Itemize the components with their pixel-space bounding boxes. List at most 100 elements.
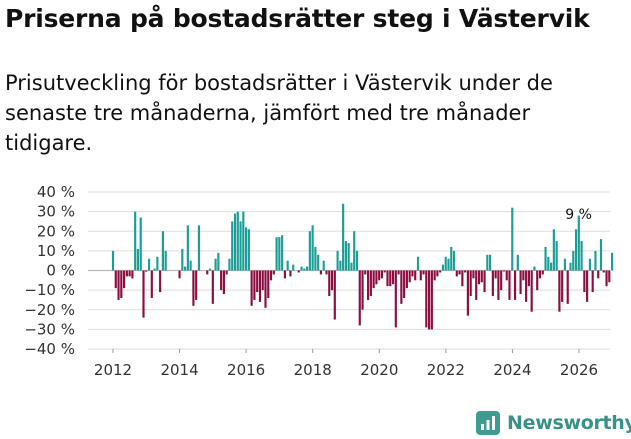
bar xyxy=(367,270,370,300)
bar xyxy=(195,270,198,300)
y-tick-label: 0 % xyxy=(46,262,75,280)
bar xyxy=(436,270,439,277)
bar xyxy=(522,270,525,281)
bar xyxy=(452,250,456,271)
bar xyxy=(142,270,145,318)
bar xyxy=(486,254,489,271)
bar xyxy=(372,270,375,289)
bar xyxy=(355,250,359,271)
bar xyxy=(350,262,353,271)
bar xyxy=(461,270,464,287)
bar xyxy=(544,246,547,271)
bar xyxy=(342,203,345,271)
bar xyxy=(245,227,248,271)
bar xyxy=(181,248,184,271)
y-tick-label: −10 % xyxy=(24,281,75,299)
bar xyxy=(208,268,212,271)
bar xyxy=(369,270,372,297)
brand-name: Newsworthy xyxy=(507,412,631,434)
bar xyxy=(358,270,361,326)
bar xyxy=(386,270,389,287)
bar xyxy=(464,270,467,273)
bar xyxy=(211,270,214,304)
bar xyxy=(120,270,123,298)
bar xyxy=(597,270,600,279)
bar xyxy=(489,254,492,271)
bar xyxy=(441,264,445,271)
bar xyxy=(550,262,553,271)
bar xyxy=(574,229,578,271)
bar xyxy=(114,270,117,289)
bar xyxy=(552,229,555,271)
y-tick-label: 40 % xyxy=(37,183,75,201)
bar xyxy=(156,256,159,271)
bar xyxy=(586,270,589,302)
bar xyxy=(117,270,120,300)
bar xyxy=(405,270,408,289)
bar xyxy=(422,270,425,275)
bar-series xyxy=(111,203,614,330)
brand-logo[interactable]: Newsworthy xyxy=(476,408,631,438)
bar xyxy=(605,270,608,287)
bar xyxy=(364,270,367,275)
bar xyxy=(580,241,583,271)
bar xyxy=(314,246,317,271)
bar xyxy=(339,260,342,271)
bar xyxy=(538,270,542,279)
bar xyxy=(139,217,142,271)
bar xyxy=(250,270,253,306)
bar xyxy=(184,266,187,271)
bar xyxy=(408,270,411,283)
bar xyxy=(588,258,591,271)
bar xyxy=(336,250,339,271)
bar xyxy=(480,270,483,283)
bar xyxy=(361,270,364,310)
x-axis-labels: 2012 2014 2016 2018 2020 2022 2024 2026 xyxy=(94,349,598,379)
y-tick-label: 20 % xyxy=(37,222,75,240)
x-tick-label: 2012 xyxy=(94,361,132,379)
bar xyxy=(541,270,544,275)
bar xyxy=(267,270,270,298)
bar xyxy=(508,270,511,300)
bar xyxy=(178,270,181,279)
bar xyxy=(594,250,597,271)
bar xyxy=(197,225,201,271)
bar xyxy=(231,221,234,271)
bar xyxy=(159,270,162,293)
x-tick-label: 2026 xyxy=(560,361,598,379)
bar xyxy=(536,270,539,291)
bar xyxy=(225,270,228,275)
bar xyxy=(519,270,522,295)
bar xyxy=(547,256,550,271)
bar xyxy=(458,270,461,275)
bar xyxy=(583,270,586,293)
x-tick-label: 2014 xyxy=(160,361,198,379)
bar xyxy=(483,270,486,293)
bar xyxy=(400,270,403,304)
bar xyxy=(192,270,195,306)
bar xyxy=(253,270,256,300)
bar xyxy=(511,207,514,271)
bar xyxy=(236,211,239,271)
bar xyxy=(513,270,517,300)
bar xyxy=(308,231,311,271)
bar xyxy=(566,270,569,304)
bar xyxy=(261,270,264,291)
bar xyxy=(256,270,259,293)
bar xyxy=(439,270,442,273)
bar xyxy=(572,250,575,271)
bar xyxy=(608,270,611,283)
x-tick-label: 2022 xyxy=(427,361,465,379)
bar xyxy=(330,270,334,291)
bar xyxy=(569,262,572,271)
bar xyxy=(258,270,262,302)
bar xyxy=(186,225,189,271)
bar xyxy=(497,270,500,300)
bar xyxy=(375,270,378,285)
annotations: 9 % xyxy=(565,207,592,223)
x-tick-label: 2024 xyxy=(493,361,531,379)
bar xyxy=(131,270,134,279)
bar xyxy=(289,270,292,277)
bar xyxy=(383,270,386,273)
bar xyxy=(134,211,137,271)
